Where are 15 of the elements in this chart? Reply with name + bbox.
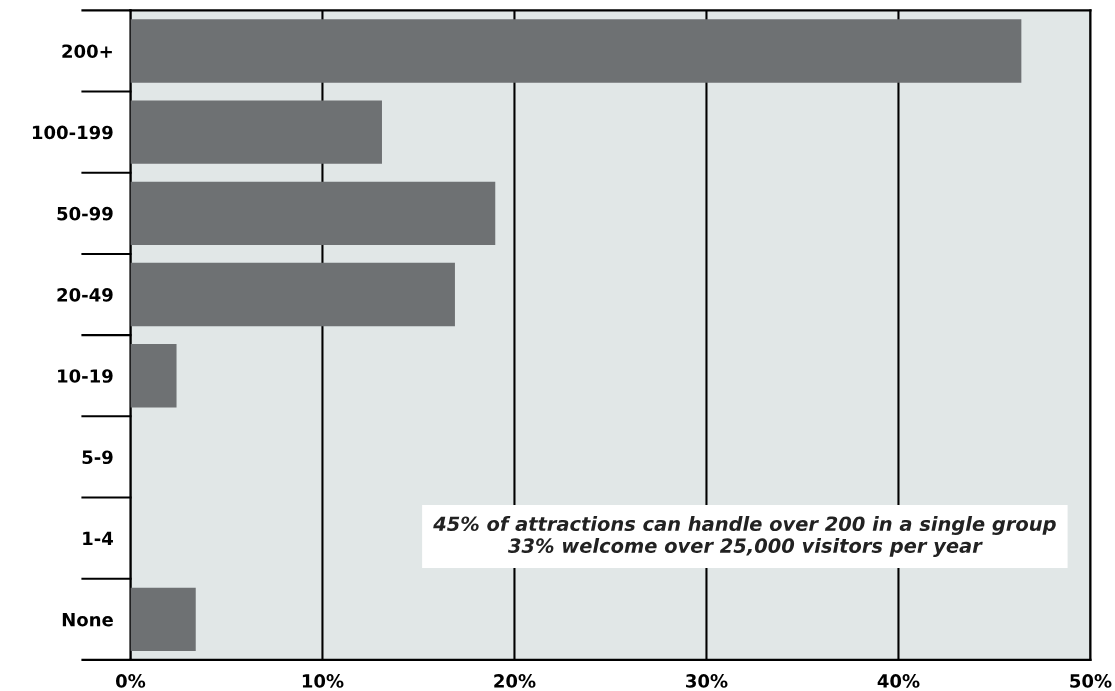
y-tick-label: 100-199 (32, 125, 113, 140)
x-tick-label: 30% (686, 674, 728, 688)
y-tick-label: 200+ (62, 44, 112, 59)
annotation: 45% of attractions can handle over 200 in a single group 33% welcome over 25,000 visitors per year (433, 516, 1056, 557)
x-tick-label: 20% (494, 674, 536, 688)
x-tick-label: 0% (115, 674, 146, 688)
y-tick-label: 5-9 (82, 450, 113, 465)
x-tick-label: 50% (1070, 674, 1112, 688)
x-tick-label: 40% (877, 674, 920, 688)
x-tick-label: 10% (302, 674, 344, 688)
y-tick-label: 10-19 (58, 369, 113, 383)
y-tick-label: 20-49 (57, 288, 113, 302)
y-tick-label: 50-99 (57, 206, 113, 221)
y-tick-label: 1-4 (83, 531, 113, 545)
y-tick-label: None (62, 613, 113, 627)
